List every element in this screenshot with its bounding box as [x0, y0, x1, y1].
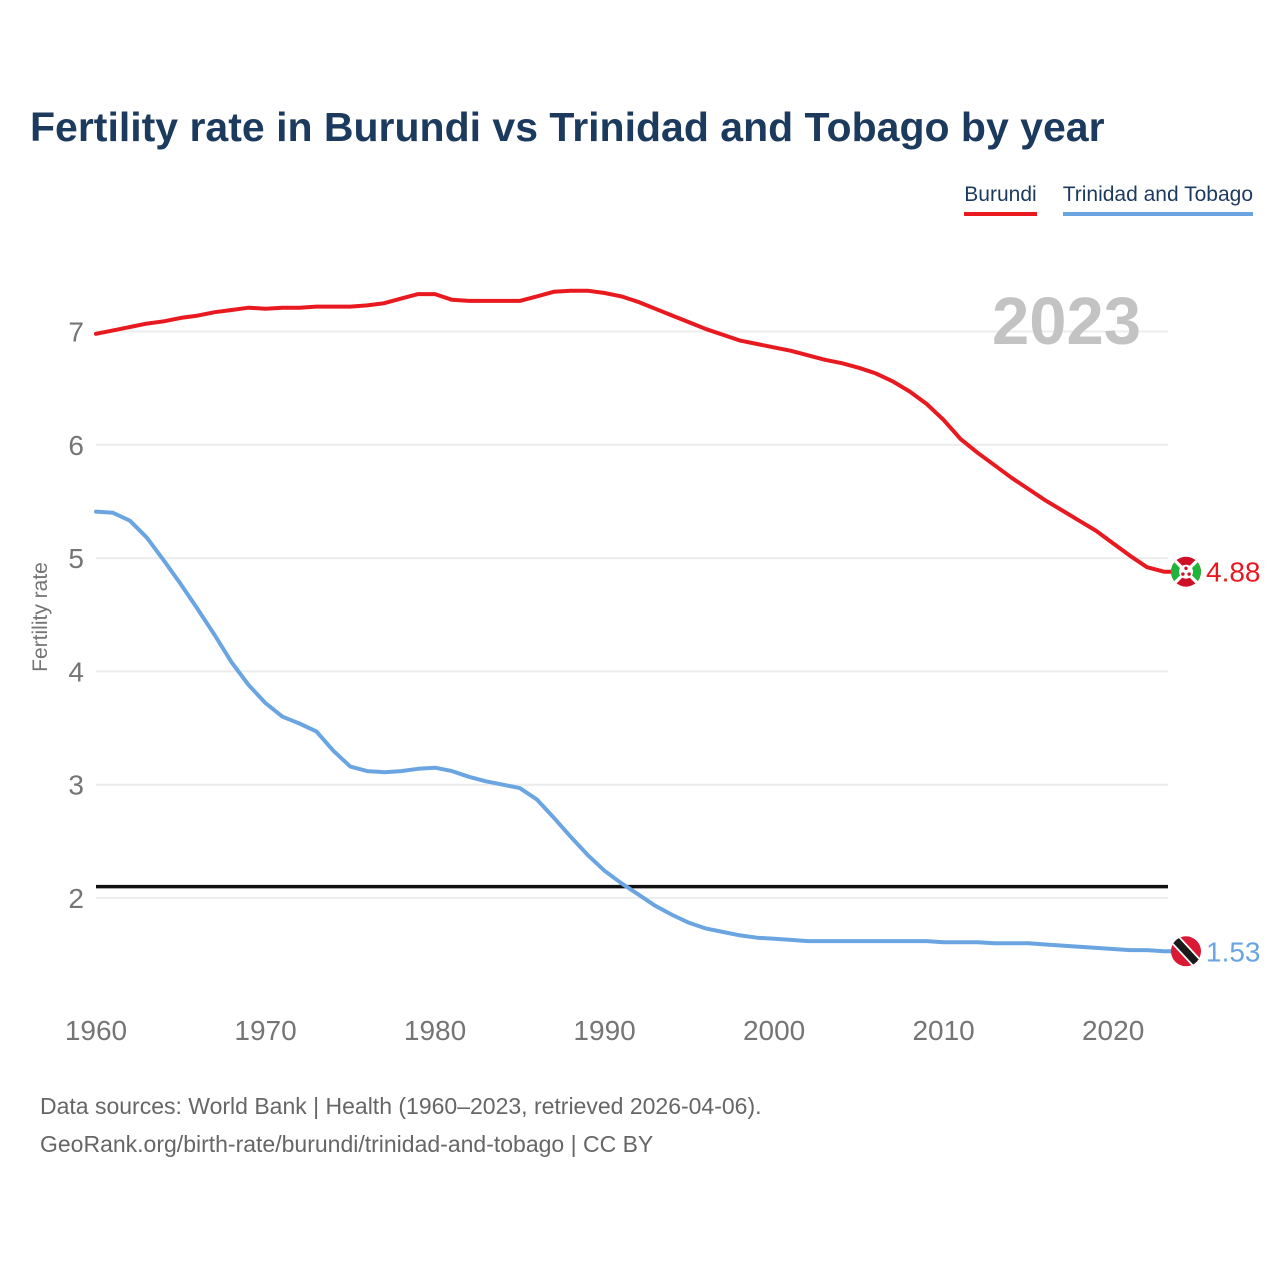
series-line-trinidad-and-tobago — [94, 509, 1175, 954]
burundi-end-value-label: 4.88 — [1206, 557, 1261, 588]
x-tick-2020: 2020 — [1082, 1015, 1144, 1046]
legend: Burundi Trinidad and Tobago — [964, 183, 1253, 217]
x-tick-2010: 2010 — [912, 1015, 974, 1046]
y-tick-4: 4 — [68, 656, 84, 687]
burundi-flag-icon — [1171, 556, 1201, 587]
footer: Data sources: World Bank | Health (1960–… — [40, 1087, 762, 1163]
trinidad-and-tobago-flag-icon — [1171, 936, 1201, 967]
x-tick-labels: 1960 1970 1980 1990 2000 2010 2020 — [65, 1015, 1144, 1046]
x-tick-2000: 2000 — [743, 1015, 805, 1046]
y-tick-2: 2 — [68, 883, 84, 914]
legend-item-trinidad-and-tobago[interactable]: Trinidad and Tobago — [1062, 183, 1253, 217]
series-line-burundi — [94, 288, 1175, 574]
series-lines — [94, 288, 1175, 954]
y-tick-6: 6 — [68, 430, 84, 461]
y-tick-3: 3 — [68, 770, 84, 801]
x-tick-1970: 1970 — [234, 1015, 296, 1046]
y-tick-7: 7 — [68, 317, 84, 348]
trinidad-and-tobago-end-value-label: 1.53 — [1206, 936, 1261, 967]
y-tick-labels: 2 3 4 5 6 7 — [68, 317, 84, 915]
footer-attribution-line: GeoRank.org/birth-rate/burundi/trinidad-… — [40, 1131, 654, 1157]
gridlines — [96, 330, 1168, 899]
x-tick-1990: 1990 — [573, 1015, 635, 1046]
x-tick-1960: 1960 — [65, 1015, 127, 1046]
y-axis-label: Fertility rate — [29, 562, 52, 672]
legend-item-burundi[interactable]: Burundi — [964, 183, 1037, 217]
footer-source-line: Data sources: World Bank | Health (1960–… — [40, 1093, 762, 1119]
x-tick-1980: 1980 — [404, 1015, 466, 1046]
y-tick-5: 5 — [68, 543, 84, 574]
page-title: Fertility rate in Burundi vs Trinidad an… — [30, 104, 1105, 150]
watermark-year: 2023 — [992, 284, 1141, 359]
